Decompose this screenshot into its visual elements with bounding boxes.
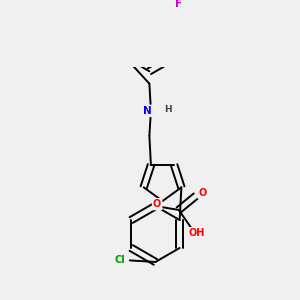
Text: F: F bbox=[175, 0, 182, 10]
Text: OH: OH bbox=[188, 228, 205, 238]
Text: Cl: Cl bbox=[114, 255, 125, 266]
Text: H: H bbox=[164, 105, 172, 114]
Text: O: O bbox=[153, 199, 161, 209]
Text: N: N bbox=[143, 106, 152, 116]
Text: O: O bbox=[199, 188, 207, 198]
